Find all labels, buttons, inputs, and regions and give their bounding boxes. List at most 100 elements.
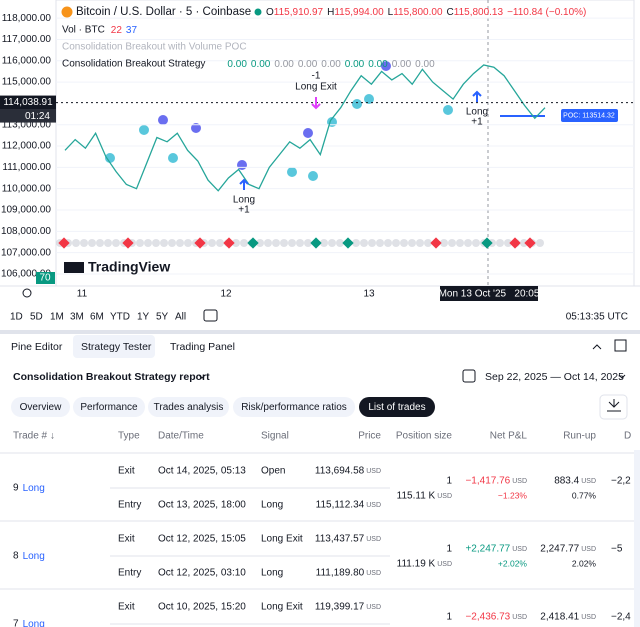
calendar-icon[interactable] — [462, 369, 476, 383]
signal-dot — [208, 239, 216, 247]
signal-dot — [96, 239, 104, 247]
trade-datetime: Oct 14, 2025, 05:13 — [158, 466, 246, 477]
subtab[interactable]: Trades analysis — [154, 402, 224, 413]
drawdown: −2,2 — [611, 476, 631, 487]
subtab-pill[interactable] — [148, 397, 229, 417]
signal-dot — [336, 239, 344, 247]
active-tab — [73, 335, 155, 358]
subtab-pill[interactable] — [359, 397, 435, 417]
signal-dot — [72, 239, 80, 247]
ohlc-key: O — [266, 7, 274, 18]
currency: USD — [366, 536, 381, 543]
trade-price: 119,399.17 USD — [315, 602, 381, 613]
download-button[interactable] — [599, 394, 628, 420]
marker — [237, 160, 247, 170]
trade-direction: Long — [23, 619, 45, 627]
brand-mark — [64, 262, 84, 273]
currency: USD — [366, 604, 381, 611]
subtab[interactable]: Performance — [80, 402, 138, 413]
currency: USD — [512, 478, 527, 485]
run-up-pct: 2.02% — [572, 558, 597, 568]
strategy-value: 0.00 — [345, 59, 365, 70]
currency: USD — [366, 468, 381, 475]
y-tick-label: 108,000.00 — [1, 226, 51, 237]
volume-value: 22 — [111, 25, 123, 36]
volume-badge — [36, 272, 55, 284]
net-pnl-pct: −1.23% — [498, 490, 528, 500]
signal-dot — [440, 239, 448, 247]
collapse-icon[interactable] — [592, 344, 602, 350]
signal-dot — [288, 239, 296, 247]
signal-strip — [56, 237, 544, 249]
range-button[interactable]: 1D — [10, 312, 23, 323]
marker — [308, 171, 318, 181]
subtab-pill[interactable] — [233, 397, 355, 417]
marker — [168, 153, 178, 163]
trade-signal: Long Exit — [261, 534, 303, 545]
subtab-pill[interactable] — [73, 397, 145, 417]
settings-icon[interactable] — [22, 288, 32, 298]
annotation: Long — [233, 195, 255, 206]
panel-tab[interactable]: Trading Panel — [170, 341, 235, 353]
y-tick-label: 117,000.00 — [2, 34, 52, 45]
range-button[interactable]: All — [175, 312, 186, 323]
countdown-box — [0, 109, 56, 123]
strategy-value: 0.00 — [298, 59, 318, 70]
y-tick-label: 116,000.00 — [2, 55, 52, 66]
range-button[interactable]: 5Y — [156, 312, 169, 323]
download-icon[interactable] — [607, 399, 621, 412]
signal-dot — [400, 239, 408, 247]
signal-dot — [328, 239, 336, 247]
panel-tab[interactable]: Pine Editor — [11, 341, 63, 353]
signal-dot — [368, 239, 376, 247]
poc-box — [561, 109, 618, 122]
range-button[interactable]: 1Y — [137, 312, 150, 323]
signal-dot — [424, 239, 432, 247]
range-button[interactable]: YTD — [110, 312, 130, 323]
btc-icon — [61, 6, 73, 18]
ohlc: O115,910.97 H115,994.00 L115,800.00 C115,80… — [266, 7, 586, 18]
range-button[interactable]: 5D — [30, 312, 43, 323]
y-tick-label: 106,000.00 — [1, 269, 51, 280]
signal-dot — [352, 239, 360, 247]
currency: USD — [437, 493, 452, 500]
signal-diamond — [481, 237, 493, 249]
ohlc-value: 115,910.97 — [274, 7, 324, 18]
marker — [105, 153, 115, 163]
net-pnl: −2,436.73 USD — [465, 612, 527, 623]
subtab[interactable]: Risk/performance ratios — [241, 402, 347, 413]
range-button[interactable]: 3M — [70, 312, 84, 323]
signal-dot — [296, 239, 304, 247]
last-price-label: 114,038.91 — [3, 97, 53, 108]
status-dot — [254, 8, 262, 16]
subtab-pill[interactable] — [11, 397, 70, 417]
x-tick-label: 12 — [220, 289, 232, 300]
date-range[interactable]: Sep 22, 2025 — Oct 14, 2025 — [485, 371, 624, 383]
trade-datetime: Oct 13, 2025, 18:00 — [158, 500, 246, 511]
subtab[interactable]: List of trades — [368, 402, 425, 413]
maximize-icon[interactable] — [614, 339, 627, 352]
ohlc-value: 115,800.13 — [454, 7, 504, 18]
annotation: Long — [466, 107, 488, 118]
signal-dot — [144, 239, 152, 247]
annotation: +1 — [238, 205, 250, 216]
range-button[interactable]: 6M — [90, 312, 104, 323]
signal-dot — [152, 239, 160, 247]
trade-price: 115,112.34 USD — [316, 500, 381, 511]
signal-dot — [360, 239, 368, 247]
subtab[interactable]: Overview — [20, 402, 62, 413]
date-range-icon[interactable] — [203, 309, 218, 322]
table-header: Position size — [396, 431, 453, 442]
panel-tab[interactable]: Strategy Tester — [81, 341, 152, 353]
ohlc-key: C — [447, 7, 454, 18]
price-line — [64, 64, 546, 192]
signal-dot — [136, 239, 144, 247]
y-tick-label: 107,000.00 — [1, 247, 51, 258]
range-button[interactable]: 1M — [50, 312, 64, 323]
signal-dot — [88, 239, 96, 247]
table-header: Run-up — [563, 431, 596, 442]
change: −110.84 (−0.10%) — [507, 7, 586, 18]
signal-dot — [504, 239, 512, 247]
marker — [364, 94, 374, 104]
trade-datetime: Oct 12, 2025, 15:05 — [158, 534, 246, 545]
